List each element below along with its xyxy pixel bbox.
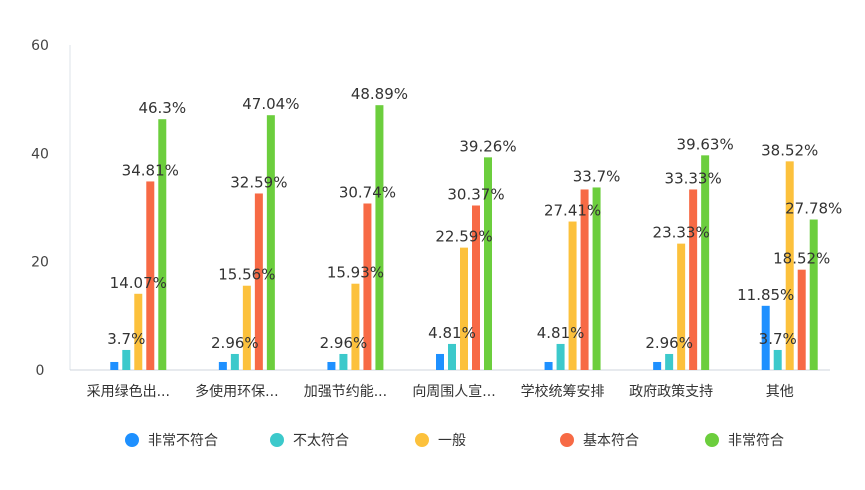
legend-marker — [125, 433, 139, 447]
bar — [460, 247, 468, 370]
x-tick-label: 其他 — [766, 384, 794, 400]
data-label: 3.7% — [107, 330, 145, 348]
bar — [254, 193, 263, 370]
bar — [339, 353, 348, 370]
legend-marker — [560, 433, 574, 447]
bar — [363, 203, 372, 370]
bar — [773, 349, 782, 370]
data-label: 27.78% — [785, 200, 842, 218]
bar — [122, 349, 131, 370]
data-label: 33.33% — [665, 169, 722, 187]
data-label: 14.07% — [110, 274, 167, 292]
bar — [158, 119, 167, 370]
x-tick-label: 向周围人宣... — [412, 384, 495, 400]
bar — [653, 361, 662, 370]
data-label: 27.41% — [544, 202, 601, 220]
data-label: 2.96% — [211, 334, 259, 352]
bar — [761, 305, 770, 370]
data-label: 18.52% — [773, 250, 830, 268]
bar — [689, 189, 698, 370]
data-label: 38.52% — [761, 141, 818, 159]
data-label: 23.33% — [653, 224, 710, 242]
y-tick-label: 0 — [36, 363, 45, 379]
bar — [230, 353, 239, 370]
data-label: 15.93% — [327, 264, 384, 282]
data-label: 2.96% — [645, 334, 693, 352]
data-label: 39.26% — [459, 137, 516, 155]
bar — [351, 283, 360, 370]
x-tick-label: 加强节约能... — [304, 384, 387, 400]
legend-label: 非常符合 — [728, 433, 784, 449]
data-label: 15.56% — [218, 266, 275, 284]
y-tick-label: 40 — [31, 146, 49, 162]
bar — [785, 161, 794, 370]
bar — [797, 269, 806, 370]
bar — [544, 361, 553, 370]
x-tick-label: 采用绿色出... — [87, 383, 170, 400]
data-label: 30.74% — [339, 183, 396, 201]
data-label: 47.04% — [242, 95, 299, 113]
bar — [592, 187, 601, 370]
bars — [110, 105, 818, 370]
bar — [110, 361, 119, 370]
bar — [484, 157, 492, 370]
bar — [472, 205, 480, 370]
legend-label: 不太符合 — [293, 433, 349, 449]
bar — [266, 115, 275, 370]
data-label: 32.59% — [230, 173, 287, 191]
x-tick-label: 多使用环保... — [195, 383, 278, 400]
bar — [218, 361, 227, 370]
bar — [146, 181, 155, 370]
data-label: 2.96% — [320, 334, 368, 352]
data-label: 46.3% — [138, 99, 186, 117]
bar — [375, 105, 384, 370]
x-tick-label: 学校统筹安排 — [521, 383, 605, 400]
data-label: 11.85% — [737, 286, 794, 304]
data-label: 34.81% — [122, 161, 179, 179]
data-label: 4.81% — [428, 324, 476, 342]
bar — [580, 189, 589, 370]
data-label: 30.37% — [447, 185, 504, 203]
bar — [134, 293, 143, 370]
bar — [242, 285, 251, 370]
bar — [701, 155, 710, 370]
x-tick-label: 政府政策支持 — [629, 383, 713, 400]
legend-label: 基本符合 — [583, 432, 639, 449]
data-label: 48.89% — [351, 85, 408, 103]
legend-marker — [705, 433, 719, 447]
bar — [556, 343, 565, 370]
legend-label: 非常不符合 — [148, 433, 218, 449]
bar — [809, 219, 818, 370]
y-tick-label: 20 — [31, 255, 49, 271]
axes: 0 20 40 60 采用绿色出... 多使用环保... 加强节约能... 向周围人宣... 学… — [31, 38, 830, 400]
legend: 非常不符合 不太符合 一般 基本符合 非常符合 — [125, 432, 784, 449]
data-label: 22.59% — [435, 228, 492, 246]
data-label: 3.7% — [759, 330, 797, 348]
bar — [327, 361, 336, 370]
bar — [568, 221, 577, 370]
data-label: 39.63% — [677, 135, 734, 153]
y-tick-label: 60 — [31, 38, 49, 54]
bar — [665, 353, 674, 370]
bar — [677, 243, 686, 370]
legend-label: 一般 — [438, 433, 466, 449]
data-labels: 3.7% 14.07% 34.81% 46.3% 2.96% 15.56% 32.59% 47… — [107, 85, 842, 352]
data-label: 33.7% — [573, 167, 621, 185]
legend-marker — [415, 433, 429, 447]
bar — [448, 343, 456, 370]
bar — [436, 353, 444, 370]
legend-marker — [270, 433, 284, 447]
data-label: 4.81% — [537, 324, 585, 342]
